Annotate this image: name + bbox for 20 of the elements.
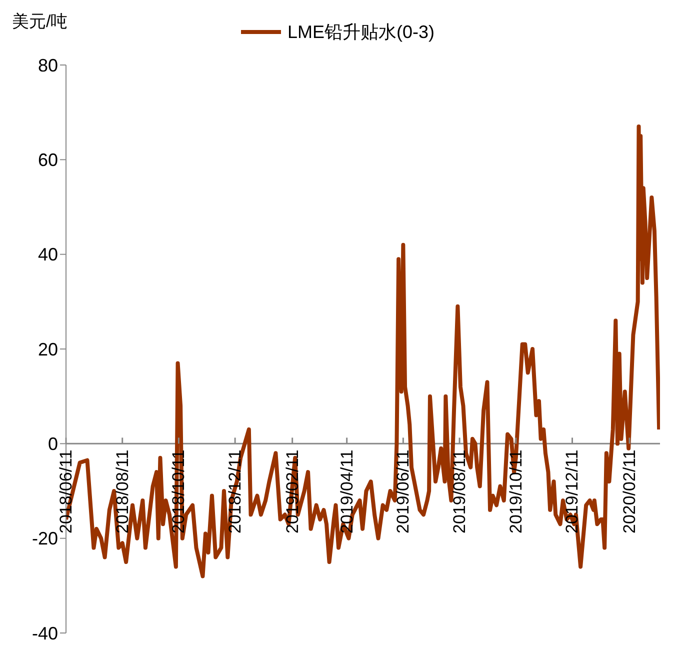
- y-tick-label: 20: [38, 339, 58, 360]
- y-tick-label: 80: [38, 55, 58, 76]
- y-tick-label: -40: [32, 623, 58, 644]
- x-tick-label: 2018/08/11: [112, 450, 132, 534]
- x-tick-label: 2018/10/11: [169, 450, 188, 534]
- x-tick-label: 2019/12/11: [562, 450, 582, 534]
- x-tick-label: 2019/10/11: [506, 450, 526, 534]
- x-tick-label: 2019/02/11: [282, 450, 302, 534]
- y-tick-label: -20: [32, 528, 58, 549]
- y-tick-label: 40: [38, 244, 58, 265]
- x-tick-label: 2019/06/11: [394, 450, 413, 534]
- legend-label: LME铅升贴水(0-3): [287, 21, 434, 44]
- x-tick-label: 2018/06/11: [56, 450, 76, 534]
- y-tick-label: 0: [48, 434, 58, 454]
- x-tick-label: 2019/04/11: [337, 450, 356, 534]
- x-tick-label: 2018/12/11: [226, 450, 245, 534]
- y-axis-title: 美元/吨: [12, 11, 68, 33]
- x-tick-label: 2020/02/11: [620, 450, 640, 534]
- y-tick-label: 60: [38, 150, 58, 170]
- x-tick-label: 2019/08/11: [450, 450, 470, 534]
